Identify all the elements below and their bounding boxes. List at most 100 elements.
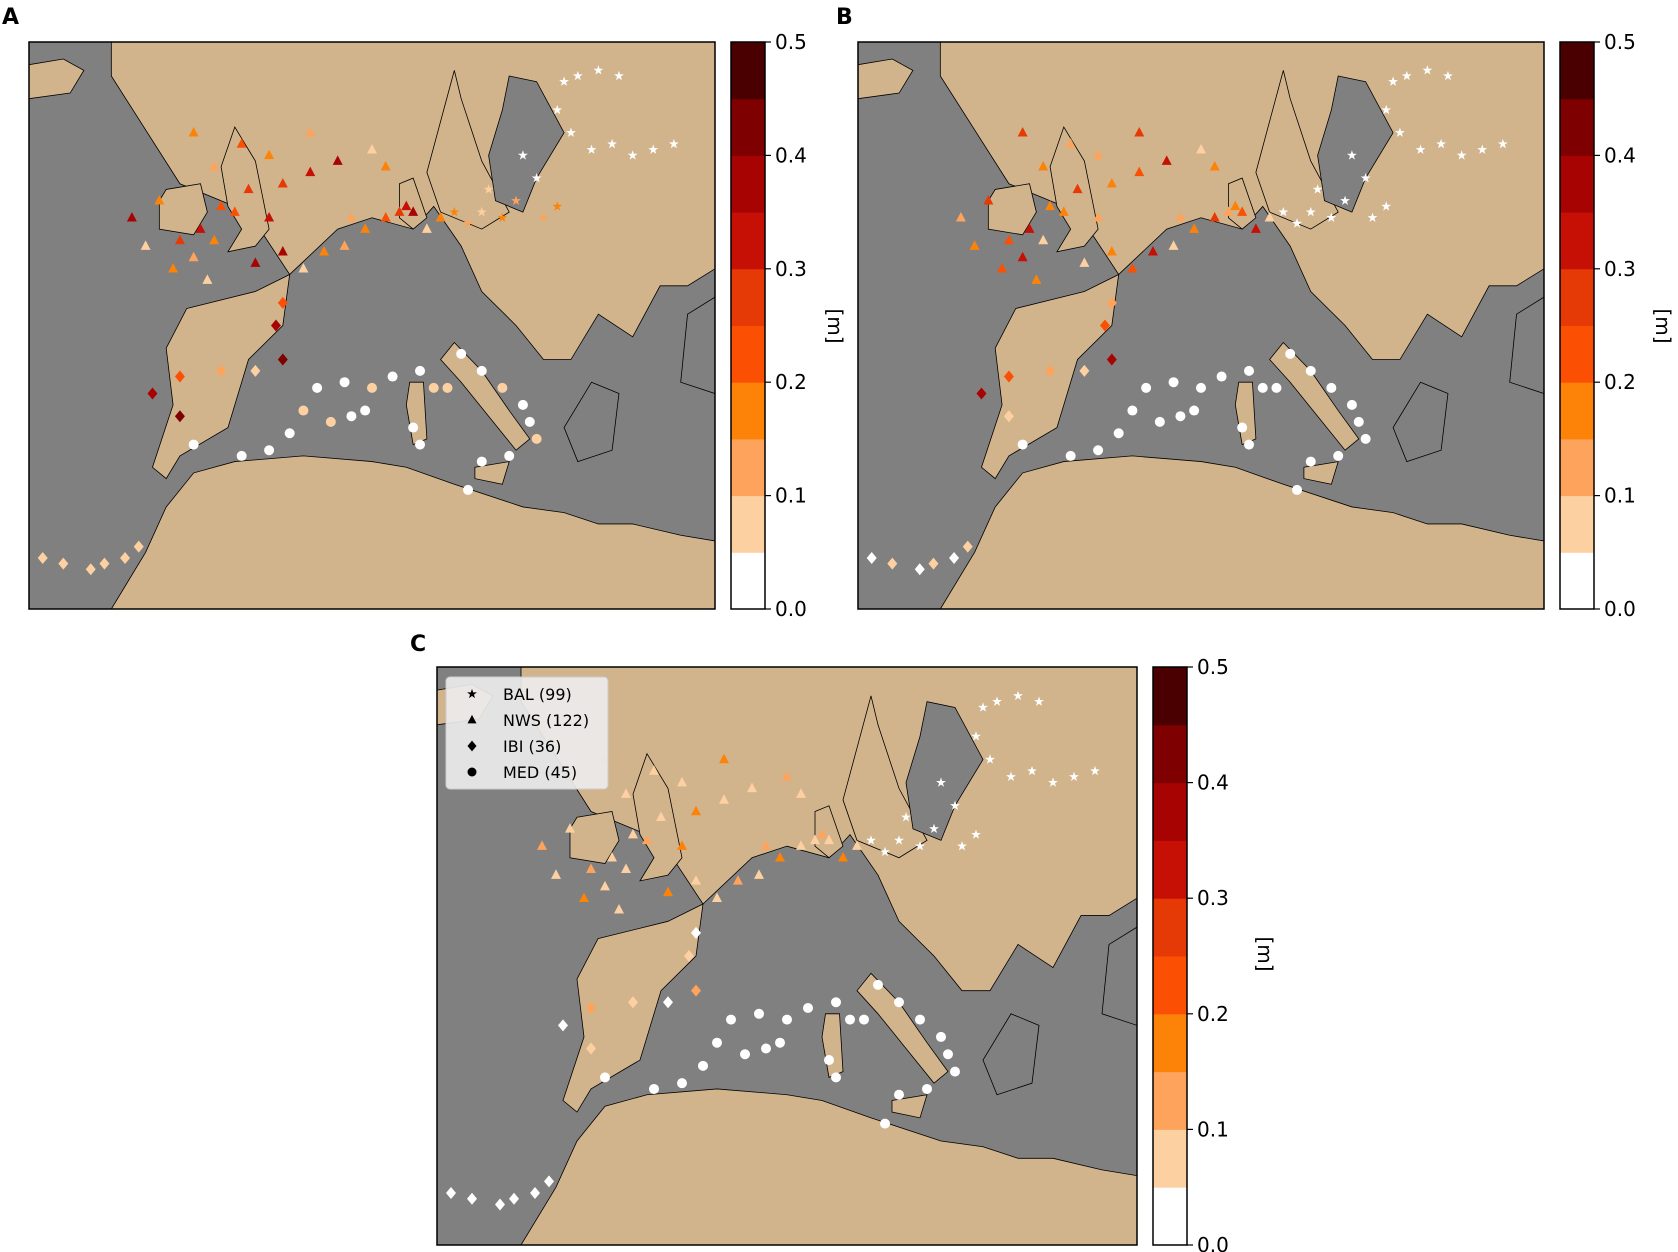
station-marker-star <box>586 144 597 154</box>
panel-label-c: C <box>410 632 426 657</box>
station-marker-triangle <box>642 834 652 845</box>
britain-land <box>632 752 683 882</box>
station-marker-triangle <box>1147 246 1158 256</box>
britain-land <box>220 126 270 253</box>
panel-a: A 0.0 0.1 0.2 0.3 0.4 0.5 [m] <box>2 5 847 621</box>
station-marker-star <box>449 206 460 217</box>
station-marker-diamond <box>147 387 158 400</box>
baltic-sea <box>905 701 984 841</box>
station-marker-diamond <box>495 1198 505 1211</box>
station-marker-star <box>511 195 521 205</box>
colorbar-level <box>1153 667 1187 726</box>
station-marker-triangle <box>754 869 764 879</box>
station-marker-triangle <box>380 160 391 171</box>
station-marker-triangle <box>719 794 729 804</box>
station-marker-circle <box>428 382 439 393</box>
legend-label: BAL (99) <box>503 685 572 704</box>
station-marker-triangle <box>719 753 729 764</box>
station-marker-star <box>614 70 624 81</box>
station-marker-circle <box>456 348 467 359</box>
station-marker-circle <box>950 1066 960 1077</box>
station-marker-circle <box>1154 416 1165 427</box>
station-marker-circle <box>761 1043 771 1054</box>
station-marker-triangle <box>1058 206 1069 216</box>
legend-marker-triangle <box>467 714 477 724</box>
station-marker-star <box>1415 144 1426 154</box>
station-marker-triangle <box>1038 234 1049 245</box>
station-marker-triangle <box>1127 263 1138 273</box>
station-marker-triangle <box>346 212 357 222</box>
station-marker-triangle <box>264 149 275 160</box>
station-marker-star <box>1395 127 1405 137</box>
station-marker-circle <box>1189 405 1200 416</box>
station-marker-circle <box>698 1060 708 1071</box>
station-marker-diamond <box>558 1019 568 1032</box>
station-marker-circle <box>497 382 508 393</box>
station-marker-triangle <box>1209 212 1220 222</box>
station-marker-star <box>552 104 563 115</box>
station-marker-diamond <box>866 551 877 564</box>
legend-box: BAL (99) NWS (122) IBI (36) MED (45) <box>445 676 609 790</box>
station-marker-circle <box>859 1014 869 1025</box>
station-marker-star <box>531 172 542 183</box>
station-marker-circle <box>312 382 323 393</box>
station-marker-star <box>1422 65 1433 75</box>
station-marker-triangle <box>367 143 377 154</box>
station-marker-diamond <box>120 551 131 564</box>
colorbar-level <box>731 382 765 440</box>
africa-land <box>858 455 1544 609</box>
station-marker-star <box>1381 201 1392 211</box>
station-marker-triangle <box>277 246 288 256</box>
station-marker-circle <box>387 371 398 382</box>
station-marker-triangle <box>202 274 213 284</box>
colorbar-level <box>1153 898 1187 957</box>
station-marker-star <box>971 731 981 741</box>
colorbar-tick-label: 0.2 <box>1604 370 1636 394</box>
colorbar-tick-label: 0.1 <box>775 484 807 508</box>
station-marker-triangle <box>435 212 446 222</box>
colorbar-level <box>1560 325 1594 383</box>
station-marker-star <box>1340 195 1350 205</box>
station-marker-triangle <box>649 765 659 775</box>
colorbar-level <box>731 495 765 553</box>
station-marker-triangle <box>174 234 185 245</box>
legend-items: BAL (99) NWS (122) IBI (36) MED (45) <box>467 685 589 782</box>
station-marker-star <box>1477 144 1488 154</box>
station-marker-triangle <box>168 263 179 273</box>
station-marker-circle <box>775 1037 785 1048</box>
station-marker-star <box>985 754 995 764</box>
station-marker-triangle <box>1250 223 1261 233</box>
colorbar-tick-label: 0.4 <box>775 143 807 167</box>
station-marker-circle <box>415 365 426 376</box>
italy-land <box>856 972 949 1084</box>
station-marker-circle <box>1271 382 1282 393</box>
station-marker-triangle <box>1079 257 1090 267</box>
station-marker-triangle <box>408 206 419 216</box>
station-marker-circle <box>1346 399 1357 410</box>
station-marker-circle <box>1216 371 1227 382</box>
station-marker-diamond <box>1003 410 1014 423</box>
station-marker-star <box>668 138 679 149</box>
station-marker-circle <box>1127 405 1138 416</box>
station-marker-circle <box>408 422 419 433</box>
station-marker-diamond <box>544 1175 554 1188</box>
colorbar-tick-label: 0.1 <box>1197 1117 1229 1141</box>
station-marker-star <box>1381 104 1392 115</box>
station-marker-diamond <box>949 551 960 564</box>
colorbar-tick-label: 0.5 <box>1604 30 1636 54</box>
station-marker-triangle <box>810 834 820 845</box>
station-marker-triangle <box>188 251 199 262</box>
station-marker-circle <box>476 456 487 467</box>
station-marker-triangle <box>1003 234 1014 245</box>
station-marker-circle <box>880 1118 890 1129</box>
colorbar-level <box>1560 155 1594 213</box>
station-marker-triangle <box>600 880 610 891</box>
station-marker-triangle <box>1175 212 1186 222</box>
station-marker-triangle <box>339 240 350 250</box>
colorbar-level <box>1153 1071 1187 1130</box>
station-marker-triangle <box>1031 274 1042 284</box>
station-marker-triangle <box>1161 155 1172 165</box>
station-marker-star <box>1090 765 1100 776</box>
station-marker-triangle <box>305 166 316 177</box>
station-marker-diamond <box>928 557 939 570</box>
